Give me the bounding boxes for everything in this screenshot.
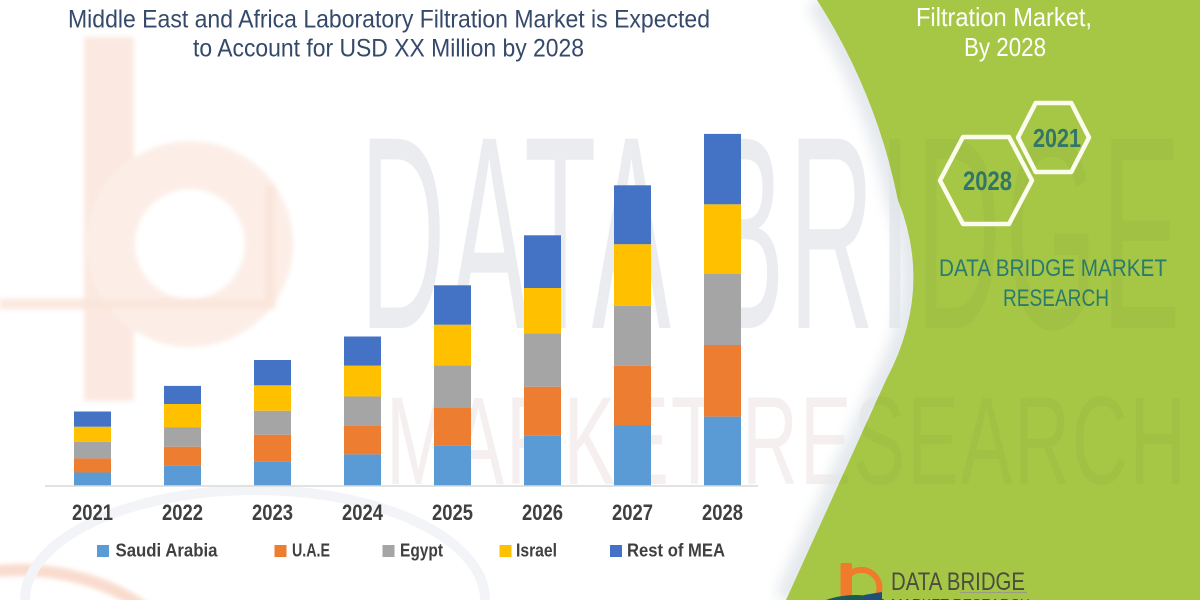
svg-text:RESEARCH: RESEARCH [1003,285,1109,312]
svg-text:2026: 2026 [522,500,563,525]
svg-text:DATA BRIDGE MARKET: DATA BRIDGE MARKET [939,255,1167,282]
svg-text:2028: 2028 [963,166,1012,196]
svg-text:2022: 2022 [162,500,203,525]
svg-text:2024: 2024 [342,500,384,525]
svg-text:Saudi Arabia: Saudi Arabia [116,541,219,561]
svg-text:Middle East and Africa Laborat: Middle East and Africa Laboratory Filtra… [68,6,710,34]
svg-text:DATA BRIDGE: DATA BRIDGE [891,568,1025,596]
svg-text:2027: 2027 [612,500,653,525]
svg-text:By 2028: By 2028 [964,32,1046,62]
svg-text:2023: 2023 [252,500,293,525]
svg-text:to Account for USD XX Million: to Account for USD XX Million by 2028 [193,35,584,63]
svg-text:U.A.E: U.A.E [292,541,330,561]
svg-text:2021: 2021 [72,500,113,525]
svg-text:Filtration Market,: Filtration Market, [916,2,1092,32]
svg-text:Israel: Israel [516,541,557,561]
svg-text:2021: 2021 [1033,123,1081,153]
svg-text:Rest of MEA: Rest of MEA [627,541,725,561]
svg-text:Egypt: Egypt [400,541,443,561]
svg-text:2028: 2028 [702,500,743,525]
svg-text:MARKET RESEARCH: MARKET RESEARCH [891,596,1030,600]
svg-text:2025: 2025 [432,500,473,525]
